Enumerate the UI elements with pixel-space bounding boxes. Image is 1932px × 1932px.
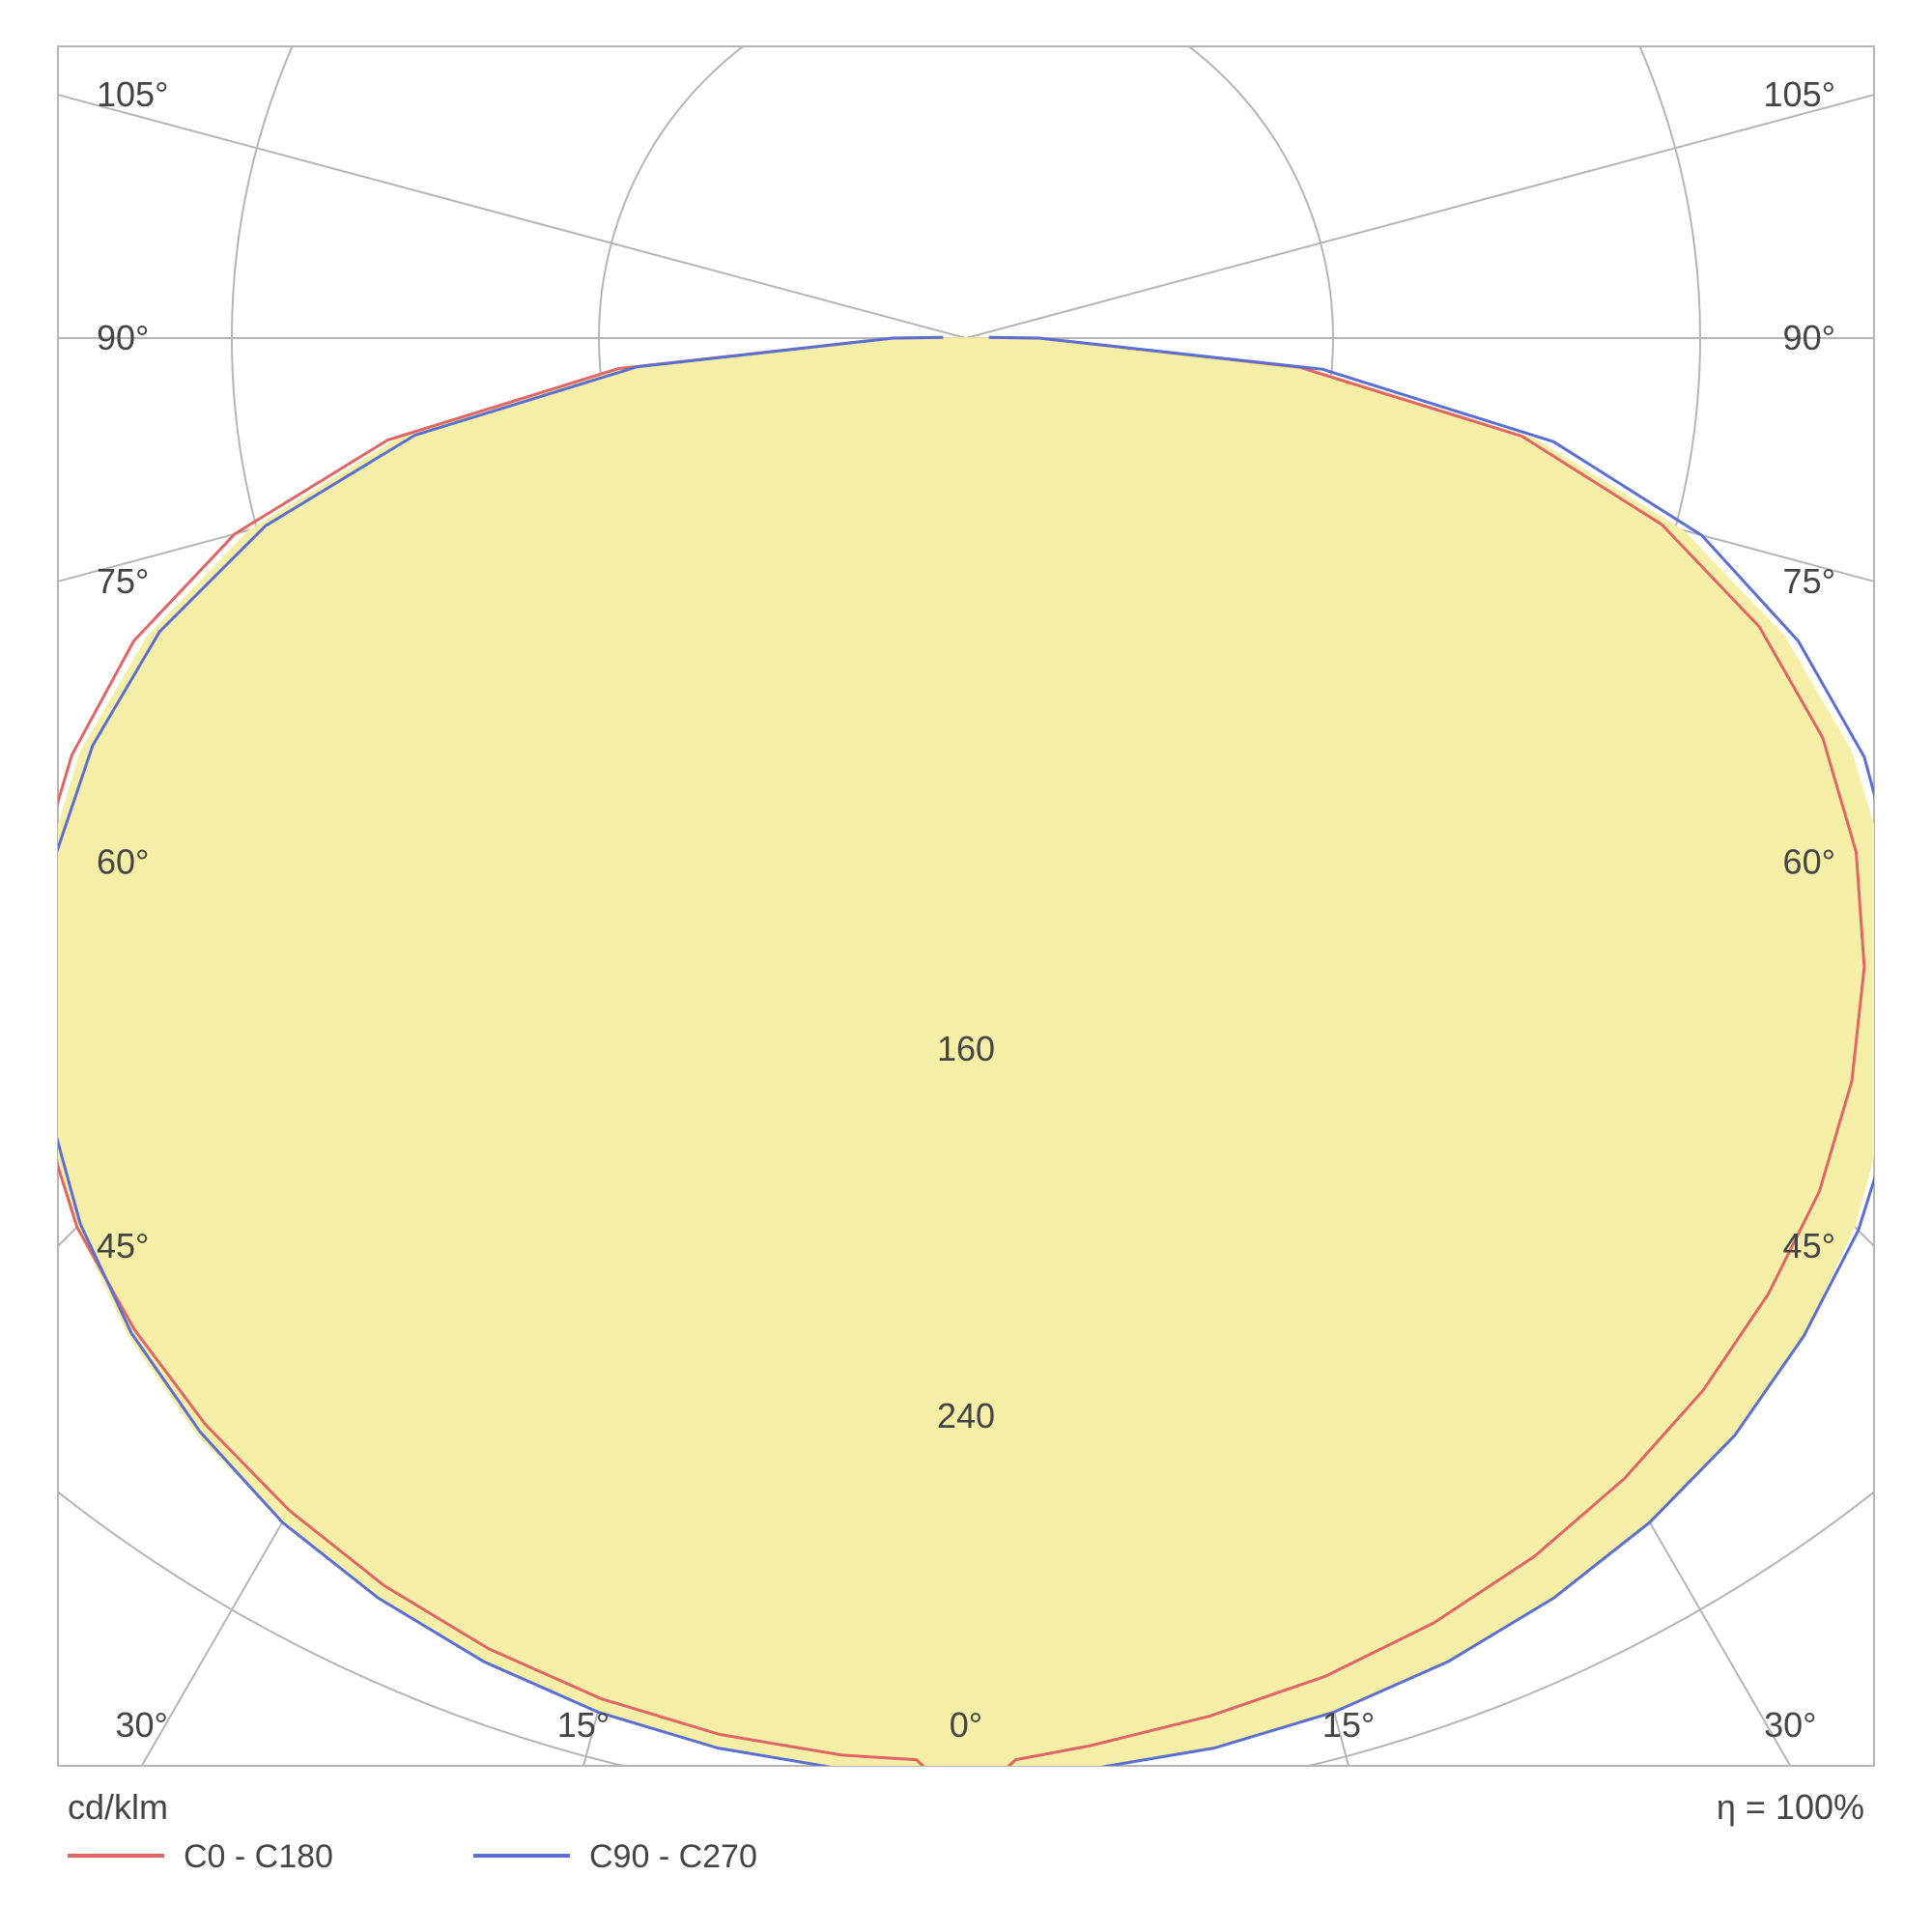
legend-label: C0 - C180	[184, 1838, 333, 1875]
unit-label: cd/klm	[68, 1787, 168, 1827]
grid-spoke	[0, 0, 966, 338]
angle-label-left: 45°	[97, 1226, 149, 1265]
grid-spoke	[966, 0, 1932, 338]
angle-label-right: 45°	[1783, 1226, 1835, 1265]
angle-label-right: 75°	[1783, 561, 1835, 601]
polar-chart-container: 160 240 105° 90° 75° 60° 45° 30° 105° 90° 75° 60° 45…	[0, 0, 1932, 1932]
distribution-fill	[34, 337, 1898, 1806]
angle-label-bottom: 15°	[1322, 1705, 1375, 1745]
efficiency-label: η = 100%	[1717, 1787, 1864, 1827]
angle-label-right: 60°	[1783, 842, 1835, 882]
ring-label: 160	[937, 1029, 995, 1068]
ring-label: 240	[937, 1396, 995, 1435]
angle-label-bottom: 15°	[557, 1705, 610, 1745]
angle-label-left: 75°	[97, 561, 149, 601]
angle-label-left: 90°	[97, 318, 149, 357]
angle-label-right: 30°	[1764, 1705, 1816, 1745]
legend-label: C90 - C270	[589, 1838, 757, 1875]
angle-label-left: 60°	[97, 842, 149, 882]
angle-label-left: 105°	[97, 74, 168, 114]
polar-chart-svg: 160 240 105° 90° 75° 60° 45° 30° 105° 90° 75° 60° 45…	[0, 0, 1932, 1932]
angle-label-right: 105°	[1764, 74, 1835, 114]
angle-label-left: 30°	[115, 1705, 167, 1745]
angle-label-bottom: 0°	[950, 1705, 982, 1745]
plot-group	[26, 337, 1905, 1806]
angle-label-right: 90°	[1783, 318, 1835, 357]
